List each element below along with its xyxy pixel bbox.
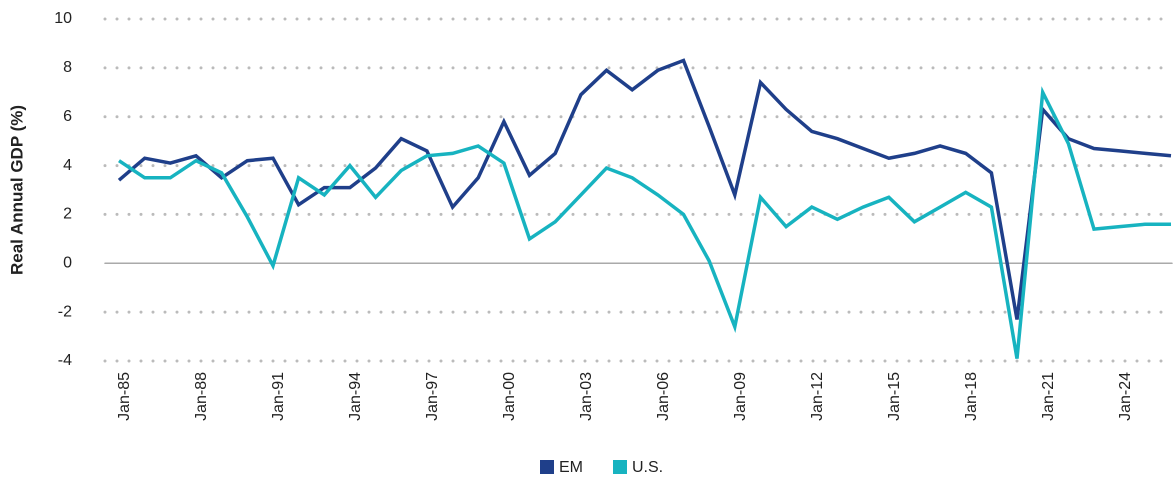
legend-label: EM [559,459,583,476]
y-tick-label: 10 [54,10,72,27]
x-tick-label: Jan-24 [1117,372,1134,421]
x-tick-label: Jan-94 [347,372,364,421]
y-tick-label: -2 [58,303,72,320]
x-tick-label: Jan-15 [886,372,903,421]
x-tick-label: Jan-00 [501,372,518,421]
y-tick-label: 0 [63,255,72,272]
y-axis-label: Real Annual GDP (%) [7,105,26,275]
line-series [117,58,1172,320]
x-tick-label: Jan-91 [270,372,287,421]
y-tick-label: -4 [58,352,72,369]
line-series [118,86,1171,359]
x-tick-label: Jan-06 [655,372,672,421]
legend-label: U.S. [632,459,663,476]
legend-swatch [540,460,554,474]
x-tick-label: Jan-21 [1040,372,1057,421]
x-tick-label: Jan-12 [809,372,826,421]
y-tick-label: 6 [63,108,72,125]
x-tick-label: Jan-03 [578,372,595,421]
y-tick-label: 2 [63,206,72,223]
x-tick-label: Jan-88 [193,372,210,421]
y-tick-label: 8 [63,59,72,76]
x-tick-label: Jan-97 [424,372,441,421]
x-tick-label: Jan-18 [963,372,980,421]
x-tick-label: Jan-09 [732,372,749,421]
x-tick-label: Jan-85 [116,372,133,421]
y-tick-label: 4 [63,157,72,174]
legend-swatch [613,460,627,474]
